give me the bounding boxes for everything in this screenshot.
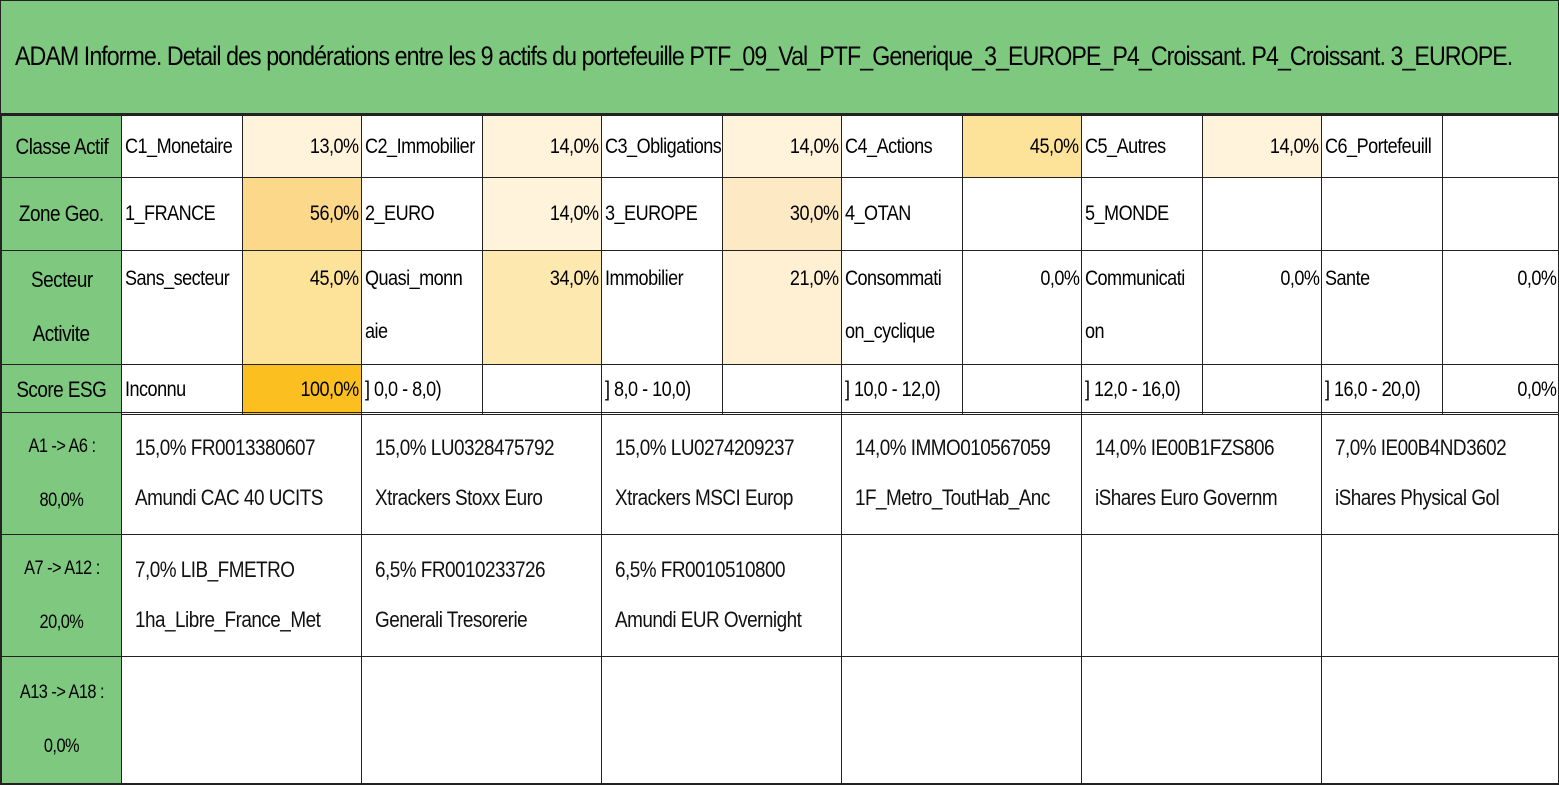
cell-label: [1321, 177, 1443, 251]
cell-label: 2_EURO: [361, 177, 483, 251]
report-title-bar: ADAM Informe. Detail des pondérations en…: [1, 1, 1558, 115]
row-header-score-esg: Score ESG: [1, 364, 122, 415]
cell-pct: [962, 177, 1082, 251]
cell-pct: 14,0%: [722, 115, 842, 178]
asset-cell: 15,0% FR0013380607 Amundi CAC 40 UCITS: [121, 412, 362, 535]
cell-pct: 14,0%: [482, 115, 602, 178]
asset-cell: [1321, 534, 1559, 657]
asset-cell: [1081, 656, 1322, 784]
asset-cell: [121, 656, 362, 784]
cell-pct: 34,0%: [482, 250, 602, 365]
weights-table: Classe Actif C1_Monetaire 13,0% C2_Immob…: [1, 115, 1559, 415]
row-score-esg: Score ESG Inconnu 100,0% ] 0,0 - 8,0) ] …: [1, 364, 1559, 415]
cell-label: 1_FRANCE: [121, 177, 243, 251]
cell-label: C5_Autres: [1081, 115, 1203, 178]
cell-label: Quasi_monn aie: [361, 250, 483, 365]
cell-label: C2_Immobilier: [361, 115, 483, 178]
cell-label: Sans_secteur: [121, 250, 243, 365]
cell-pct: 21,0%: [722, 250, 842, 365]
cell-label: C3_Obligations: [601, 115, 723, 178]
cell-label: Immobilier: [601, 250, 723, 365]
report-title: ADAM Informe. Detail des pondérations en…: [15, 41, 1513, 71]
cell-label: Consommati on_cyclique: [841, 250, 963, 365]
cell-pct: 0,0%: [1442, 250, 1559, 365]
cell-label: Inconnu: [121, 364, 243, 415]
cell-pct: 30,0%: [722, 177, 842, 251]
row-classe-actif: Classe Actif C1_Monetaire 13,0% C2_Immob…: [1, 115, 1559, 178]
cell-pct: [1442, 177, 1559, 251]
assets-table: A1 -> A6 : 80,0% 15,0% FR0013380607 Amund…: [1, 412, 1559, 784]
asset-group-row: A7 -> A12 : 20,0% 7,0% LIB_FMETRO 1ha_Lib…: [1, 534, 1559, 657]
cell-pct: 56,0%: [242, 177, 362, 251]
asset-cell: [841, 656, 1082, 784]
cell-pct: 0,0%: [962, 250, 1082, 365]
cell-pct: [1202, 177, 1322, 251]
cell-label: 5_MONDE: [1081, 177, 1203, 251]
asset-group-row: A1 -> A6 : 80,0% 15,0% FR0013380607 Amund…: [1, 412, 1559, 535]
asset-cell: 14,0% IE00B1FZS806 iShares Euro Governm: [1081, 412, 1322, 535]
asset-cell: 14,0% IMMO010567059 1F_Metro_ToutHab_Anc: [841, 412, 1082, 535]
cell-pct: [962, 364, 1082, 415]
cell-pct: [1202, 364, 1322, 415]
cell-label: C1_Monetaire: [121, 115, 243, 178]
asset-group-header: A13 -> A18 : 0,0%: [1, 656, 122, 784]
asset-cell: [601, 656, 842, 784]
asset-cell: [841, 534, 1082, 657]
row-header-classe-actif: Classe Actif: [1, 115, 122, 178]
cell-label: 3_EUROPE: [601, 177, 723, 251]
row-zone-geo: Zone Geo. 1_FRANCE 56,0% 2_EURO 14,0% 3_…: [1, 177, 1559, 251]
row-secteur-activite: Secteur Activite Sans_secteur 45,0% Quas…: [1, 250, 1559, 365]
asset-group-header: A7 -> A12 : 20,0%: [1, 534, 122, 657]
asset-cell: 7,0% IE00B4ND3602 iShares Physical Gol: [1321, 412, 1559, 535]
asset-cell: [1321, 656, 1559, 784]
asset-cell: 15,0% LU0274209237 Xtrackers MSCI Europ: [601, 412, 842, 535]
cell-label: ] 12,0 - 16,0): [1081, 364, 1203, 415]
cell-pct: [1442, 115, 1559, 178]
cell-pct: 45,0%: [242, 250, 362, 365]
asset-cell: [1081, 534, 1322, 657]
cell-pct: 13,0%: [242, 115, 362, 178]
cell-pct: [722, 364, 842, 415]
cell-label: ] 16,0 - 20,0): [1321, 364, 1443, 415]
asset-cell: 6,5% FR0010233726 Generali Tresorerie: [361, 534, 602, 657]
cell-label: ] 10,0 - 12,0): [841, 364, 963, 415]
cell-label: Communicati on: [1081, 250, 1203, 365]
cell-label: 4_OTAN: [841, 177, 963, 251]
asset-group-row: A13 -> A18 : 0,0%: [1, 656, 1559, 784]
asset-cell: 6,5% FR0010510800 Amundi EUR Overnight: [601, 534, 842, 657]
asset-group-header: A1 -> A6 : 80,0%: [1, 412, 122, 535]
cell-pct: 14,0%: [482, 177, 602, 251]
asset-cell: 7,0% LIB_FMETRO 1ha_Libre_France_Met: [121, 534, 362, 657]
cell-label: C4_Actions: [841, 115, 963, 178]
cell-pct: 100,0%: [242, 364, 362, 415]
row-header-secteur-activite: Secteur Activite: [1, 250, 122, 365]
cell-label: Sante: [1321, 250, 1443, 365]
cell-pct: 0,0%: [1442, 364, 1559, 415]
cell-label: C6_Portefeuill: [1321, 115, 1443, 178]
cell-pct: [482, 364, 602, 415]
row-header-zone-geo: Zone Geo.: [1, 177, 122, 251]
cell-label: ] 0,0 - 8,0): [361, 364, 483, 415]
cell-pct: 14,0%: [1202, 115, 1322, 178]
cell-label: ] 8,0 - 10,0): [601, 364, 723, 415]
asset-cell: 15,0% LU0328475792 Xtrackers Stoxx Euro: [361, 412, 602, 535]
asset-cell: [361, 656, 602, 784]
cell-pct: 0,0%: [1202, 250, 1322, 365]
cell-pct: 45,0%: [962, 115, 1082, 178]
